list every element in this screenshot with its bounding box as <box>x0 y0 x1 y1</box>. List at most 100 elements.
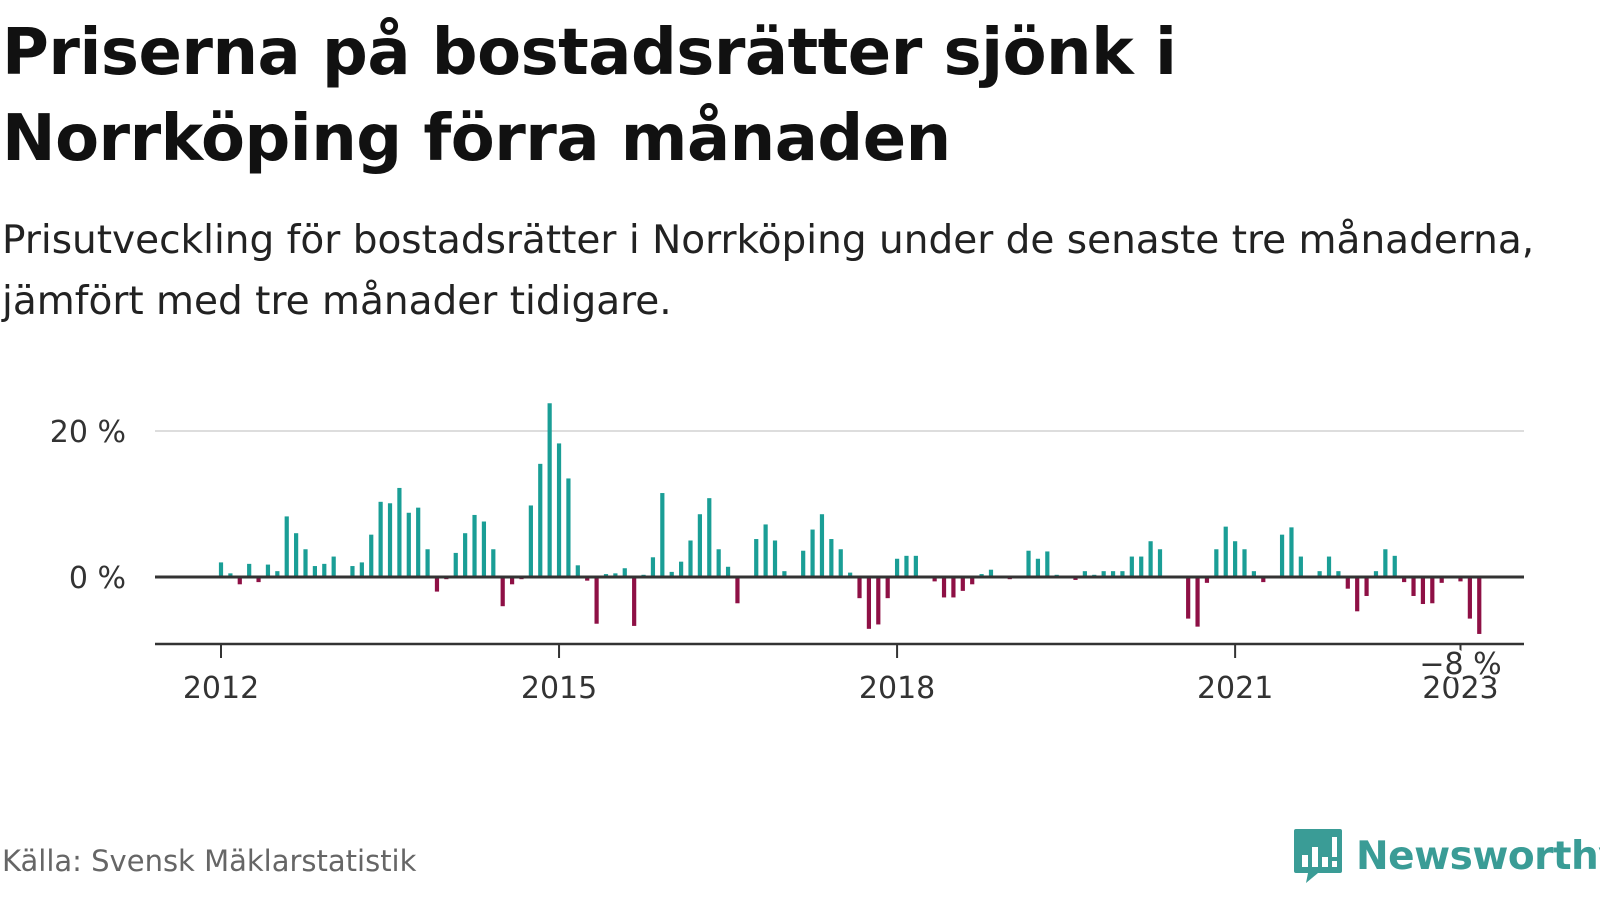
bar <box>218 562 224 577</box>
bar <box>932 577 937 582</box>
bar <box>481 521 487 577</box>
bar <box>500 577 505 607</box>
axis-layer <box>155 575 1524 658</box>
bar <box>397 487 402 577</box>
x-tick-label: 2012 <box>183 671 259 706</box>
bar <box>265 564 271 577</box>
bar <box>538 463 543 577</box>
bar <box>1120 571 1125 577</box>
bar <box>378 501 383 577</box>
bar <box>1298 556 1303 577</box>
bar <box>1317 571 1322 577</box>
bar <box>951 577 956 598</box>
bar <box>1355 577 1360 612</box>
x-tick-label: 2018 <box>859 671 935 706</box>
bar <box>312 566 317 577</box>
bar <box>885 577 890 599</box>
bar <box>331 556 336 577</box>
bar <box>453 552 458 577</box>
bar <box>1364 577 1369 596</box>
bar <box>1411 577 1416 596</box>
bar <box>547 403 552 577</box>
brand-name: Newsworthy <box>1356 833 1600 879</box>
bar <box>1129 556 1134 577</box>
bar <box>350 566 355 577</box>
bar <box>275 571 280 577</box>
bar <box>1458 577 1463 582</box>
bar <box>1101 571 1106 577</box>
bar <box>688 540 693 577</box>
bar <box>1186 577 1191 619</box>
bar <box>988 569 994 577</box>
bar <box>594 577 599 624</box>
bar <box>848 572 853 577</box>
bar <box>819 514 825 577</box>
bar <box>801 550 806 577</box>
bar <box>632 577 637 626</box>
highlight-value-label: −8 % <box>1419 647 1501 682</box>
bar <box>1082 571 1087 577</box>
bar <box>1477 577 1482 634</box>
bar <box>941 577 947 598</box>
bar <box>1467 577 1472 619</box>
bar <box>1345 577 1350 589</box>
bar <box>725 566 731 577</box>
bar <box>1420 577 1426 605</box>
label-layer: 0 % 20 % 2012 2015 2018 2021 2023−8 % <box>50 415 1505 706</box>
bar <box>1157 549 1163 577</box>
bar <box>416 507 421 577</box>
bar <box>913 555 918 577</box>
bar <box>369 534 374 577</box>
bar <box>810 529 815 577</box>
bar-layer <box>218 403 1482 634</box>
bar <box>1214 549 1219 577</box>
bar <box>1110 571 1116 577</box>
bar <box>1439 577 1444 583</box>
bar <box>284 516 289 577</box>
bar <box>735 577 740 604</box>
y-tick-label: 20 % <box>50 415 126 450</box>
bar <box>866 577 872 629</box>
bar <box>650 557 656 577</box>
bar <box>1289 527 1294 577</box>
bar <box>857 577 862 599</box>
bar <box>1139 556 1144 577</box>
bar <box>1336 571 1341 577</box>
y-tick-label: 0 % <box>69 561 126 596</box>
bar <box>1383 549 1388 577</box>
bar <box>970 577 975 585</box>
bar <box>247 563 252 577</box>
bar <box>528 505 533 577</box>
bar <box>1242 549 1247 577</box>
bar <box>622 568 627 577</box>
bar <box>585 577 590 581</box>
bar <box>660 493 665 577</box>
bar <box>322 563 327 577</box>
bar <box>1223 526 1228 577</box>
bar <box>894 558 900 577</box>
bar <box>904 555 909 577</box>
bar <box>829 539 834 577</box>
bar <box>1233 541 1238 577</box>
bar <box>463 533 468 577</box>
bar <box>566 478 571 577</box>
bar <box>960 577 965 591</box>
bar <box>256 577 261 583</box>
chart-title: Priserna på bostadsrätter sjönk i Norrkö… <box>2 16 1177 176</box>
x-tick-label: 2021 <box>1197 671 1273 706</box>
bar <box>509 577 515 585</box>
bar <box>707 498 712 577</box>
bar-chart: 0 % 20 % 2012 2015 2018 2021 2023−8 % <box>50 403 1524 706</box>
bar <box>237 577 242 585</box>
bar <box>1035 558 1041 577</box>
bar <box>763 524 768 577</box>
bar <box>754 539 759 577</box>
bar <box>1204 577 1210 583</box>
bar <box>303 549 308 577</box>
bar <box>556 443 562 577</box>
bar <box>1195 577 1200 627</box>
bar <box>716 549 721 577</box>
x-tick-label: 2023 <box>1422 671 1498 706</box>
bar <box>472 514 477 577</box>
bar <box>838 549 843 577</box>
